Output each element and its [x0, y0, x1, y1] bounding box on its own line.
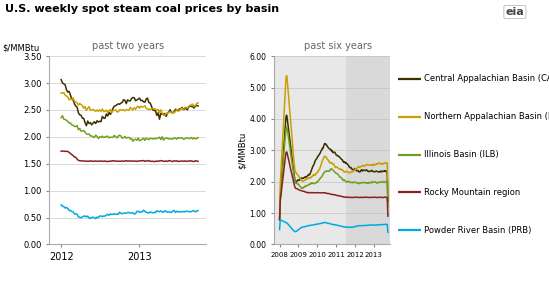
Text: Rocky Mountain region: Rocky Mountain region	[424, 188, 520, 197]
Text: past six years: past six years	[304, 41, 372, 51]
Text: Northern Appalachian Basin (NAPP): Northern Appalachian Basin (NAPP)	[424, 112, 549, 121]
Text: Central Appalachian Basin (CAPP): Central Appalachian Basin (CAPP)	[424, 74, 549, 83]
Y-axis label: $/MMBtu: $/MMBtu	[238, 132, 247, 169]
Text: $/MMBtu: $/MMBtu	[3, 44, 40, 53]
Bar	[345, 56, 390, 244]
Text: Powder River Basin (PRB): Powder River Basin (PRB)	[424, 226, 532, 235]
Text: U.S. weekly spot steam coal prices by basin: U.S. weekly spot steam coal prices by ba…	[5, 4, 279, 14]
Text: Illinois Basin (ILB): Illinois Basin (ILB)	[424, 150, 499, 159]
Text: eia: eia	[506, 7, 524, 17]
Text: past two years: past two years	[92, 41, 164, 51]
